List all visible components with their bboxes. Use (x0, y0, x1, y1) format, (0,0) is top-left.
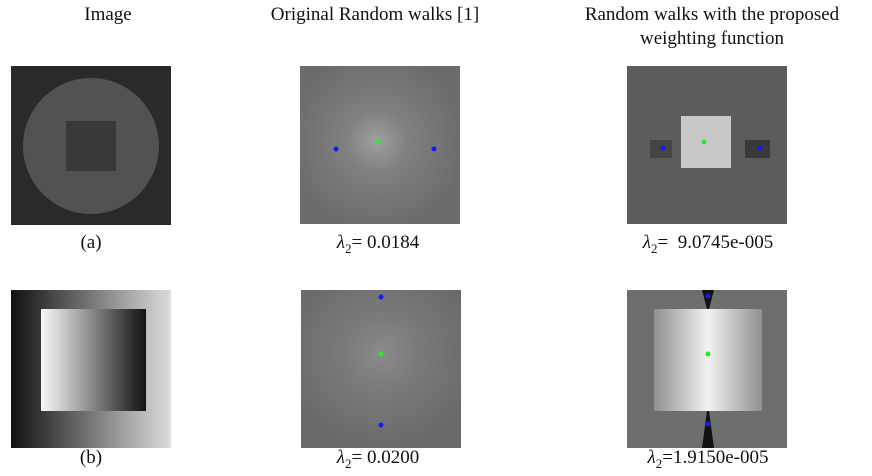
symbol: λ (337, 447, 345, 468)
symbol: λ (337, 232, 345, 253)
text: =1.9150e-005 (662, 447, 768, 468)
result-a-proposed (627, 66, 787, 224)
image-a (11, 66, 171, 225)
column-header: Random walks with the proposed weighting… (547, 3, 872, 51)
result-b-proposed (627, 290, 787, 448)
row-label: (b) (80, 446, 102, 470)
image-b (11, 290, 171, 448)
eigenvalue: λ2= 0.0200 (337, 446, 419, 476)
page: Image Original Random walks [1] Random w… (0, 0, 872, 468)
result-a-original (300, 66, 460, 224)
text: = 0.0200 (352, 447, 420, 468)
column-header: Image (84, 3, 131, 27)
result-b-original (301, 290, 461, 448)
eigenvalue: λ2= 0.0184 (337, 231, 419, 261)
row-label: (a) (80, 231, 101, 255)
column-header: Original Random walks [1] (271, 3, 479, 27)
symbol: λ (648, 447, 656, 468)
text: = 0.0184 (352, 232, 420, 253)
text: = 9.0745e-005 (658, 232, 774, 253)
eigenvalue: λ2= 9.0745e-005 (643, 231, 773, 261)
symbol: λ (643, 232, 651, 253)
eigenvalue: λ2=1.9150e-005 (648, 446, 769, 476)
